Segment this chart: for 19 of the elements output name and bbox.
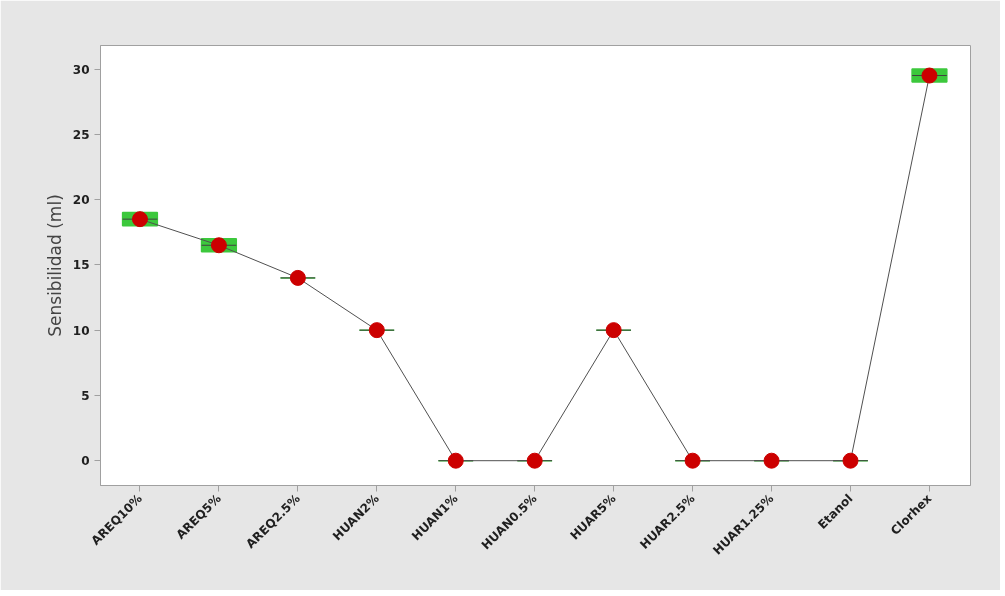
y-tick-label: 25 bbox=[72, 127, 90, 142]
point bbox=[842, 452, 859, 469]
point bbox=[684, 452, 701, 469]
y-tick-label: 15 bbox=[72, 258, 90, 273]
point bbox=[605, 322, 622, 339]
point bbox=[210, 237, 227, 254]
point bbox=[289, 269, 306, 286]
point bbox=[131, 211, 148, 228]
point bbox=[447, 452, 464, 469]
y-tick-label: 0 bbox=[81, 454, 90, 469]
point bbox=[763, 452, 780, 469]
y-tick-label: 20 bbox=[72, 193, 90, 208]
point bbox=[526, 452, 543, 469]
point bbox=[921, 67, 938, 84]
point bbox=[368, 322, 385, 339]
y-tick-label: 5 bbox=[81, 388, 90, 403]
y-tick-label: 10 bbox=[72, 323, 90, 338]
y-tick-label: 30 bbox=[72, 62, 90, 77]
y-axis-title: Sensibilidad (ml) bbox=[44, 194, 65, 337]
